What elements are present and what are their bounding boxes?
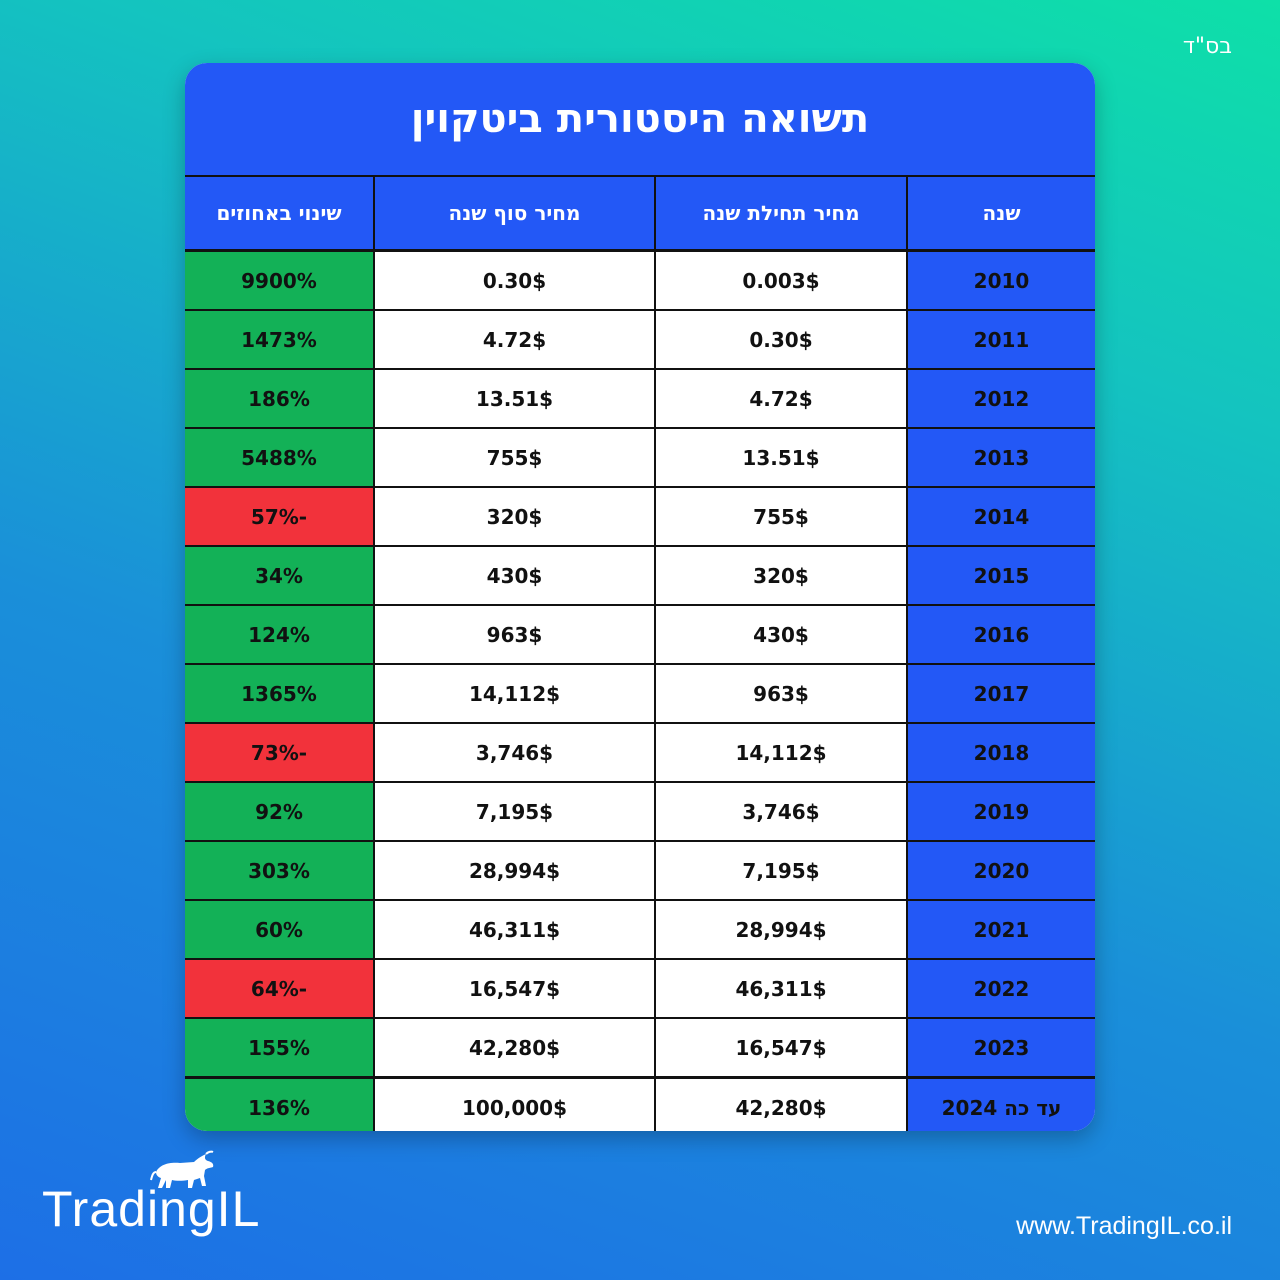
change-cell: 1365% [185,663,375,724]
year-cell: 2022 [906,958,1095,1019]
end-price-cell: 13.51$ [373,368,656,429]
table-row: 2011 0.30$ 4.72$ 1473% [185,309,1095,370]
logo-text: TradingIL [42,1181,261,1237]
change-cell: 136% [185,1076,375,1131]
year-cell: 2015 [906,545,1095,606]
year-cell: 2010 [906,249,1095,311]
change-cell: 1473% [185,309,375,370]
table-title: תשואה היסטורית ביטקוין [185,63,1095,175]
table-row: 2020 7,195$ 28,994$ 303% [185,840,1095,901]
table-row: 2013 13.51$ 755$ 5488% [185,427,1095,488]
end-price-cell: 963$ [373,604,656,665]
end-price-cell: 100,000$ [373,1076,656,1131]
start-price-cell: 13.51$ [654,427,908,488]
end-price-cell: 0.30$ [373,249,656,311]
change-cell: 124% [185,604,375,665]
year-cell: עד כה 2024 [906,1076,1095,1131]
end-price-cell: 42,280$ [373,1017,656,1079]
table-row: 2017 963$ 14,112$ 1365% [185,663,1095,724]
table-row: 2021 28,994$ 46,311$ 60% [185,899,1095,960]
header-change: שינוי באחוזים [185,175,375,252]
change-cell: 92% [185,781,375,842]
start-price-cell: 14,112$ [654,722,908,783]
change-cell: -64% [185,958,375,1019]
start-price-cell: 42,280$ [654,1076,908,1131]
website-url[interactable]: www.TradingIL.co.il [1016,1212,1232,1240]
start-price-cell: 0.30$ [654,309,908,370]
year-cell: 2011 [906,309,1095,370]
end-price-cell: 3,746$ [373,722,656,783]
end-price-cell: 430$ [373,545,656,606]
change-cell: 186% [185,368,375,429]
end-price-cell: 14,112$ [373,663,656,724]
end-price-cell: 4.72$ [373,309,656,370]
start-price-cell: 0.003$ [654,249,908,311]
year-cell: 2019 [906,781,1095,842]
end-price-cell: 46,311$ [373,899,656,960]
change-cell: -73% [185,722,375,783]
bull-icon [150,1150,214,1188]
start-price-cell: 46,311$ [654,958,908,1019]
start-price-cell: 755$ [654,486,908,547]
year-cell: 2013 [906,427,1095,488]
header-year: שנה [906,175,1095,252]
table-row: 2019 3,746$ 7,195$ 92% [185,781,1095,842]
table-row: 2012 4.72$ 13.51$ 186% [185,368,1095,429]
year-cell: 2017 [906,663,1095,724]
end-price-cell: 28,994$ [373,840,656,901]
year-cell: 2014 [906,486,1095,547]
header-end-price: מחיר סוף שנה [373,175,656,252]
change-cell: 34% [185,545,375,606]
start-price-cell: 320$ [654,545,908,606]
start-price-cell: 4.72$ [654,368,908,429]
change-cell: -57% [185,486,375,547]
start-price-cell: 16,547$ [654,1017,908,1079]
start-price-cell: 7,195$ [654,840,908,901]
year-cell: 2023 [906,1017,1095,1079]
end-price-cell: 7,195$ [373,781,656,842]
year-cell: 2018 [906,722,1095,783]
year-cell: 2020 [906,840,1095,901]
year-cell: 2021 [906,899,1095,960]
top-note: בס"ד [1182,34,1232,59]
change-cell: 5488% [185,427,375,488]
table-row: 2014 755$ 320$ -57% [185,486,1095,547]
table-row: 2010 0.003$ 0.30$ 9900% [185,249,1095,311]
change-cell: 60% [185,899,375,960]
change-cell: 9900% [185,249,375,311]
table-row: 2018 14,112$ 3,746$ -73% [185,722,1095,783]
start-price-cell: 963$ [654,663,908,724]
end-price-cell: 320$ [373,486,656,547]
table-body: 2010 0.003$ 0.30$ 9900% 2011 0.30$ 4.72$ 1473% 2… [185,249,1095,1131]
returns-table-card: תשואה היסטורית ביטקוין שנה מחיר תחילת שנ… [185,63,1095,1131]
start-price-cell: 3,746$ [654,781,908,842]
year-cell: 2016 [906,604,1095,665]
change-cell: 155% [185,1017,375,1079]
header-row: שנה מחיר תחילת שנה מחיר סוף שנה שינוי בא… [185,175,1095,252]
start-price-cell: 28,994$ [654,899,908,960]
table-row: 2015 320$ 430$ 34% [185,545,1095,606]
returns-table: שנה מחיר תחילת שנה מחיר סוף שנה שינוי בא… [185,175,1095,1131]
end-price-cell: 755$ [373,427,656,488]
start-price-cell: 430$ [654,604,908,665]
table-row: 2023 16,547$ 42,280$ 155% [185,1017,1095,1079]
year-cell: 2012 [906,368,1095,429]
change-cell: 303% [185,840,375,901]
table-row: עד כה 2024 42,280$ 100,000$ 136% [185,1076,1095,1131]
end-price-cell: 16,547$ [373,958,656,1019]
tradingil-logo: TradingIL [42,1150,262,1250]
header-start-price: מחיר תחילת שנה [654,175,908,252]
table-row: 2022 46,311$ 16,547$ -64% [185,958,1095,1019]
table-row: 2016 430$ 963$ 124% [185,604,1095,665]
